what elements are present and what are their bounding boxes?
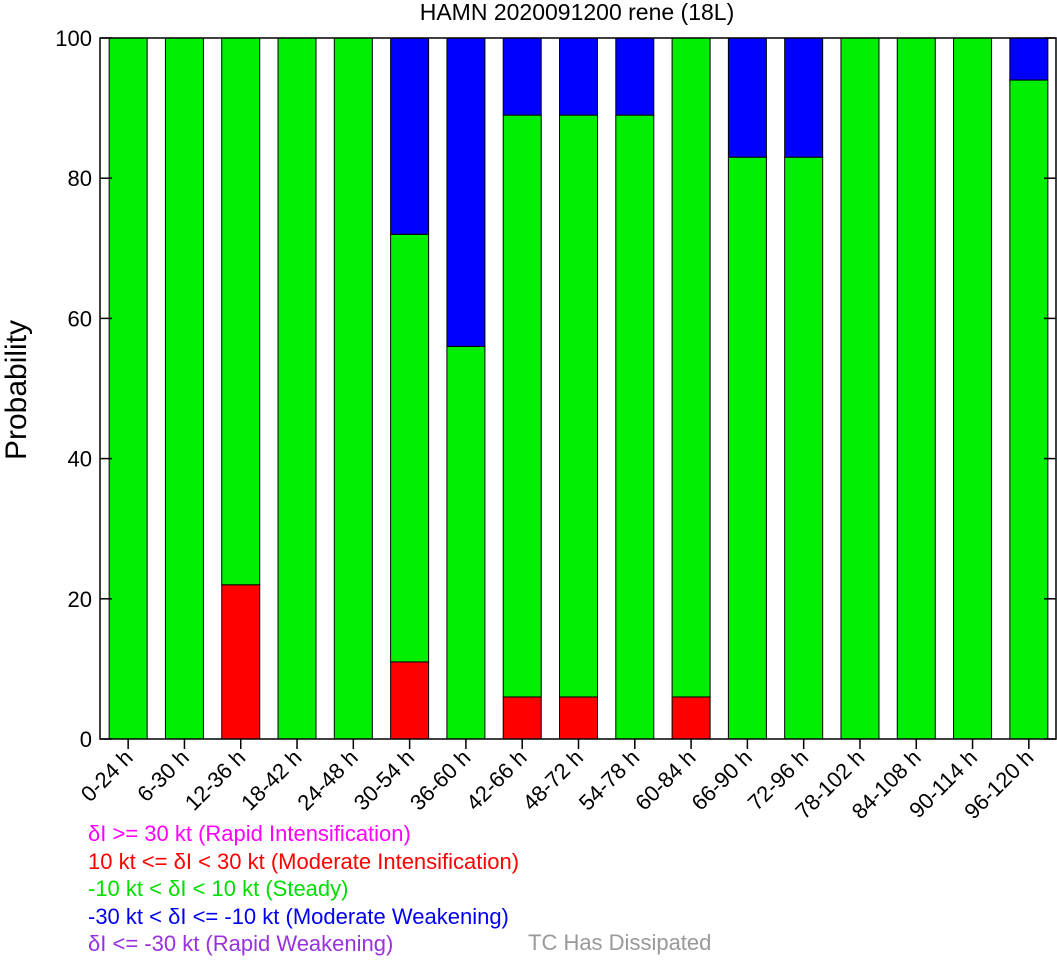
bar-segment-steady: [615, 114, 655, 740]
legend: δI >= 30 kt (Rapid Intensification) 10 kt…: [88, 820, 519, 958]
bar-segment-steady: [727, 156, 767, 740]
x-tick-label: 60-84 h: [630, 745, 700, 815]
bar-segment-mw: [1009, 37, 1049, 81]
bar-segment-mi: [221, 584, 261, 740]
bar-segment-steady: [896, 37, 936, 740]
bar-segment-steady: [1009, 79, 1049, 740]
bar-segment-mi: [559, 696, 598, 740]
x-tick-label: 66-90 h: [686, 745, 756, 815]
bar-segment-steady: [164, 37, 204, 740]
legend-item: -30 kt < δI <= -10 kt (Moderate Weakenin…: [88, 903, 509, 929]
bar-segment-mw: [446, 37, 486, 347]
bar-segment-mi: [390, 661, 430, 740]
legend-item: δI >= 30 kt (Rapid Intensification): [88, 821, 411, 846]
bar-segment-steady: [840, 37, 880, 740]
bar-group: [108, 37, 1049, 740]
y-axis-label: Probability: [0, 320, 33, 460]
x-tick-label: 0-24 h: [76, 745, 138, 807]
bar-segment-mw: [559, 37, 598, 116]
bar-segment-steady: [333, 37, 373, 740]
bar-segment-mw: [502, 37, 542, 116]
bar-segment-steady: [221, 37, 261, 586]
bar-segment-mw: [784, 37, 824, 158]
bar-segment-steady: [559, 114, 598, 698]
x-ticks: 0-24 h6-30 h12-36 h18-42 h24-48 h30-54 h…: [76, 739, 1038, 824]
bar-segment-steady: [784, 156, 824, 740]
y-tick-label: 60: [68, 306, 92, 331]
x-tick-label: 30-54 h: [349, 745, 419, 815]
bar-segment-steady: [390, 233, 430, 663]
bar-segment-steady: [953, 37, 993, 740]
legend-item: -10 kt < δI < 10 kt (Steady): [88, 876, 349, 901]
x-tick-label: 42-66 h: [461, 745, 531, 815]
y-tick-label: 80: [68, 166, 92, 191]
y-ticks: 0 20 40 60 80 100: [55, 26, 1056, 752]
legend-item: 10 kt <= δI < 30 kt (Moderate Intensific…: [88, 848, 520, 874]
bar-segment-steady: [502, 114, 542, 698]
bar-segment-mi: [502, 696, 542, 740]
x-tick-label: 36-60 h: [405, 745, 475, 815]
dissipated-label: TC Has Dissipated: [528, 930, 712, 955]
bar-segment-mi: [671, 696, 711, 740]
bar-segment-steady: [671, 37, 711, 698]
x-tick-label: 12-36 h: [180, 745, 250, 815]
y-tick-label: 100: [55, 26, 92, 51]
x-tick-label: 48-72 h: [518, 745, 588, 815]
x-tick-label: 18-42 h: [236, 745, 306, 815]
bar-segment-mw: [390, 37, 430, 235]
bar-segment-steady: [446, 345, 486, 740]
bar-segment-steady: [277, 37, 317, 740]
x-tick-label: 54-78 h: [574, 745, 644, 815]
bar-segment-steady: [108, 37, 148, 740]
bar-segment-mw: [727, 37, 767, 158]
y-tick-label: 0: [80, 727, 92, 752]
legend-item: δI <= -30 kt (Rapid Weakening): [88, 931, 394, 956]
bar-segment-mw: [615, 37, 655, 116]
x-tick-label: 24-48 h: [292, 745, 362, 815]
y-tick-label: 20: [68, 587, 92, 612]
y-tick-label: 40: [68, 447, 92, 472]
chart-title: HAMN 2020091200 rene (18L): [420, 0, 735, 25]
